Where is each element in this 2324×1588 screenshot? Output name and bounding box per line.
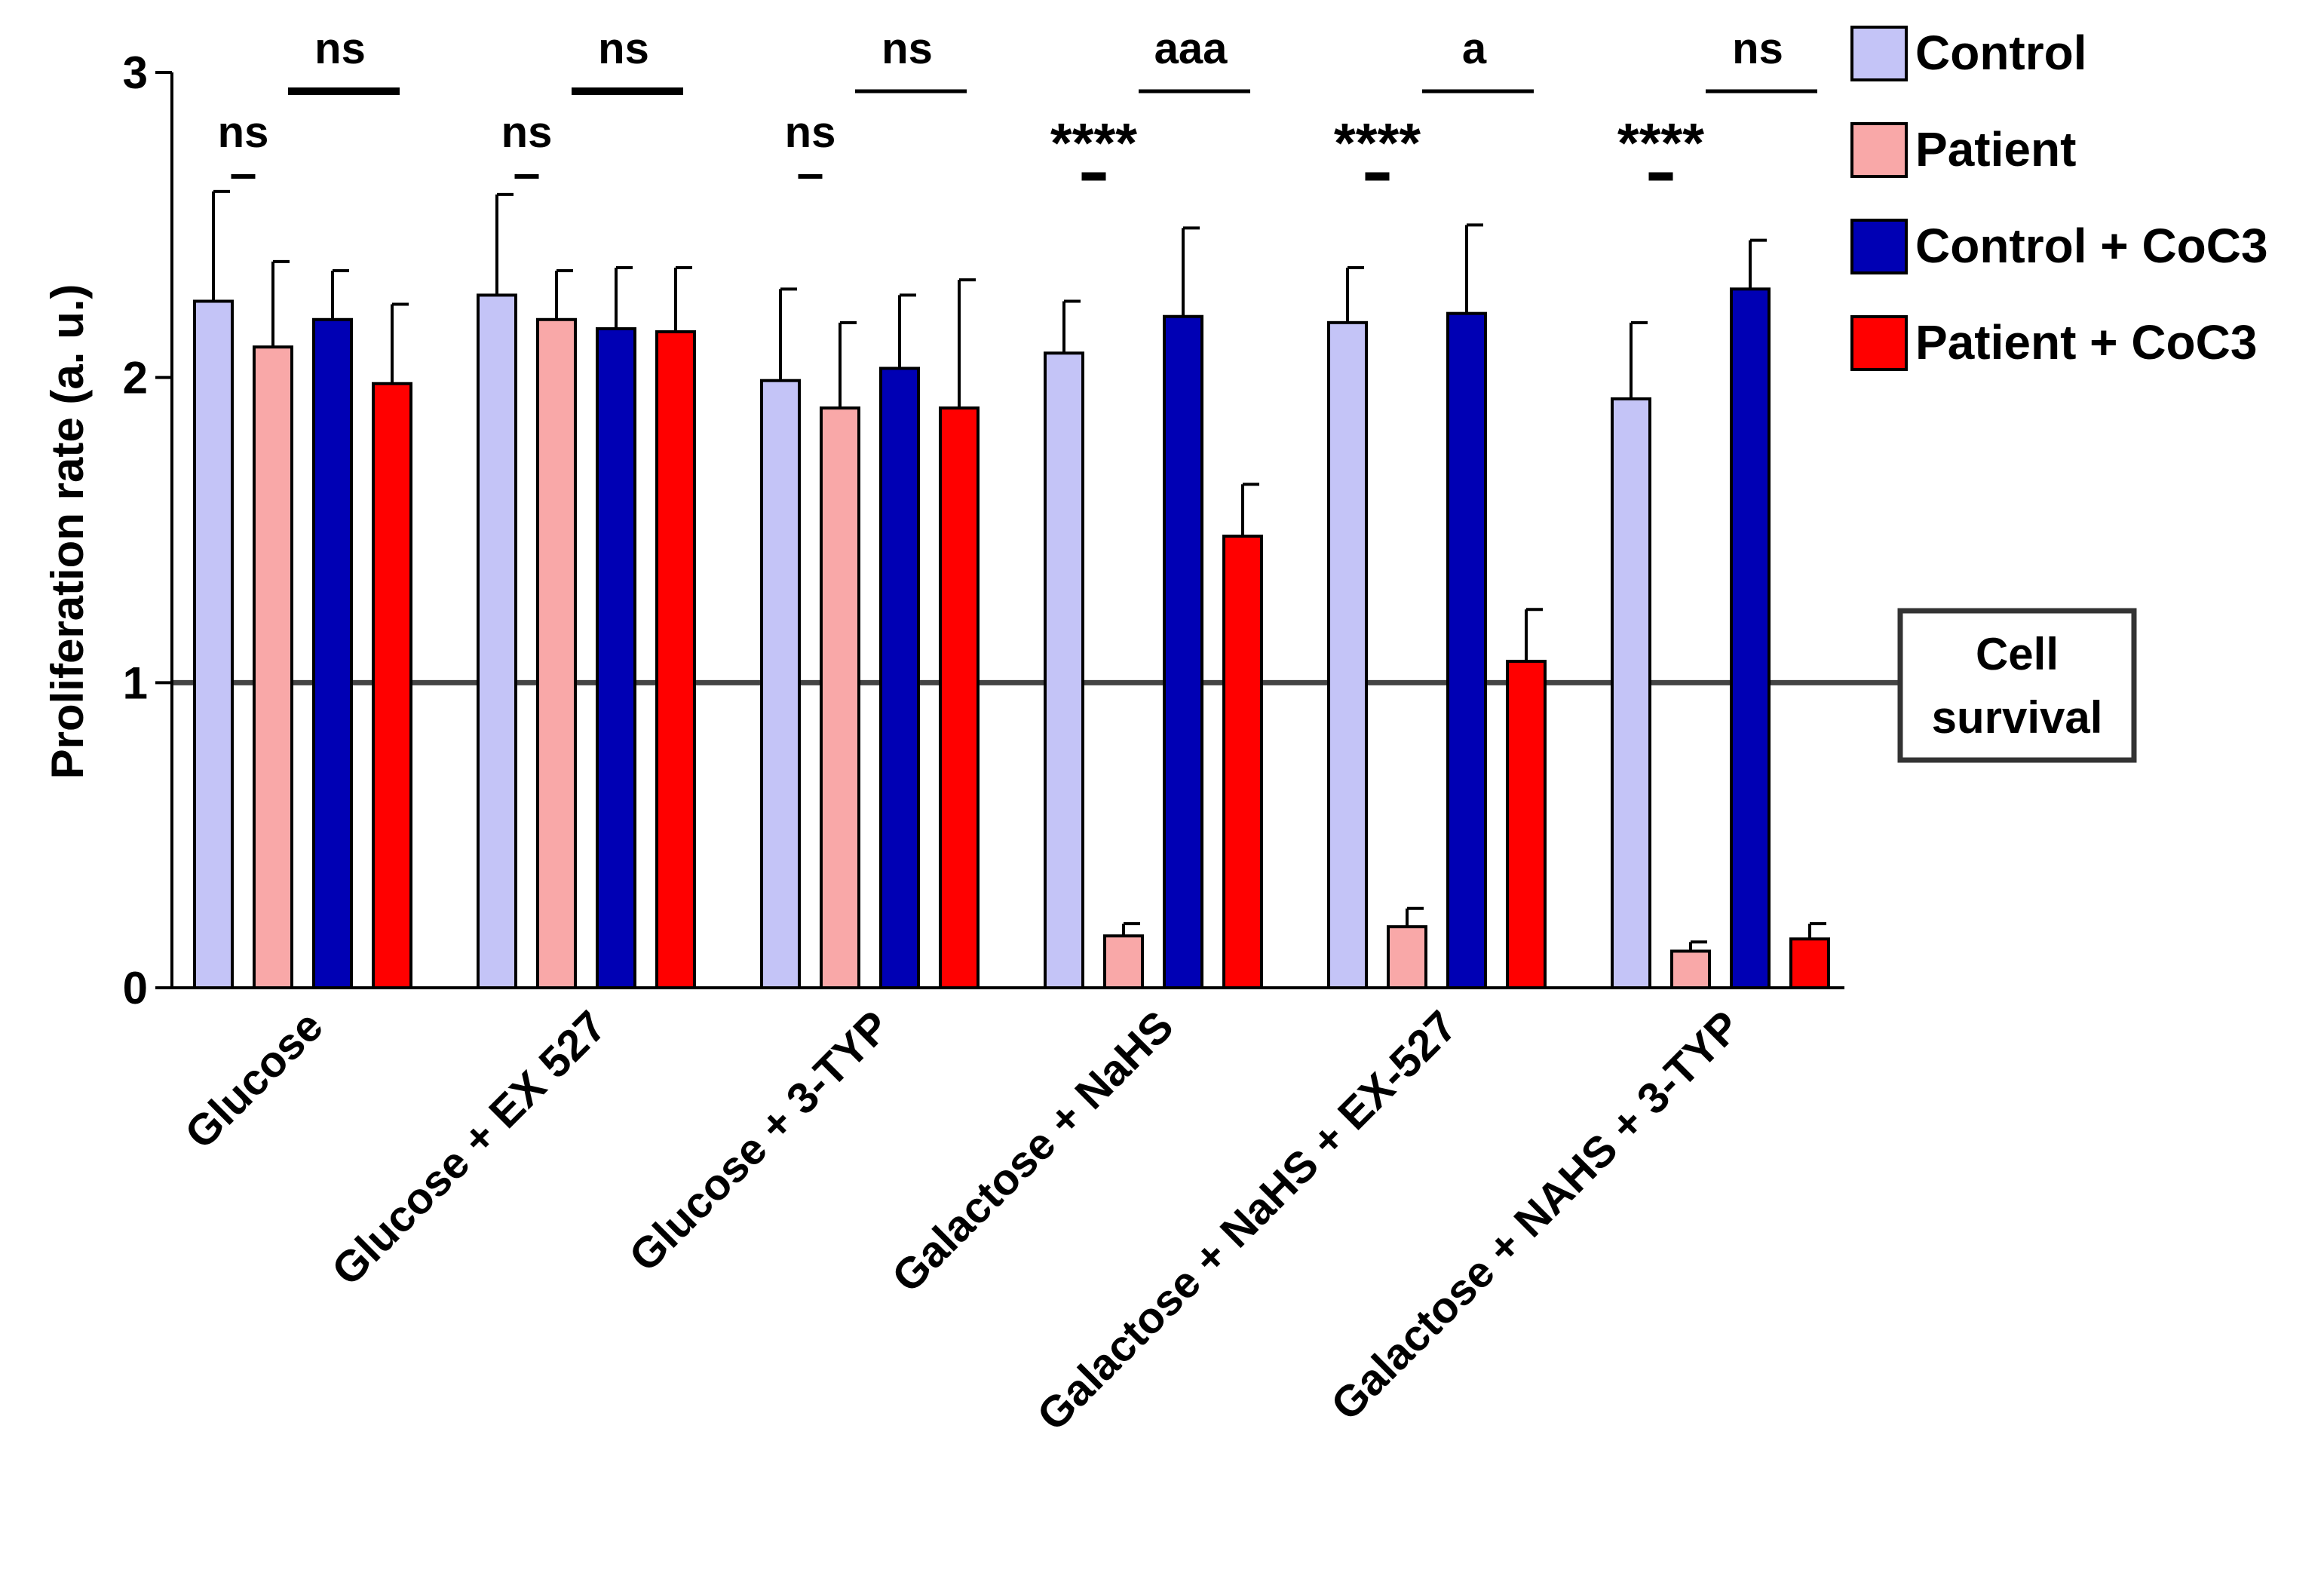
significance-label-right: ns (314, 24, 366, 73)
bar-patient (253, 345, 293, 989)
bar-control (1611, 397, 1651, 989)
bar-patient (1670, 949, 1711, 989)
bar-control (477, 293, 517, 989)
x-tick-label: Galactose + NaHS (883, 1001, 1183, 1301)
y-tick-label: 2 (123, 353, 148, 403)
bar-patient (820, 406, 860, 989)
significance-label-right: aaa (1154, 24, 1228, 73)
legend-swatch-control-coc3 (1850, 219, 1908, 274)
x-tick-label: Glucose + 3-TYP (620, 1001, 900, 1281)
bar-patient-coc3 (1506, 660, 1547, 989)
bar-patient (536, 317, 577, 989)
x-tick-label: Glucose + EX 527 (323, 1001, 616, 1295)
legend-label-control-coc3: Control + CoC3 (1915, 219, 2268, 273)
significance-label-right: ns (881, 24, 933, 73)
bar-patient-coc3 (372, 382, 412, 989)
cell-survival-label-line1: Cell (1976, 629, 2059, 679)
y-tick-label: 0 (123, 963, 148, 1013)
legend-swatch-control (1850, 26, 1908, 81)
x-tick-label: Glucose (176, 1001, 333, 1158)
bar-control (1327, 320, 1368, 989)
significance-label-left: ns (785, 108, 836, 157)
significance-label-left: **** (1334, 112, 1421, 174)
y-axis-label: Proliferation rate (a. u.) (42, 284, 93, 780)
legend-swatch-patient-coc3 (1850, 315, 1908, 371)
bar-control (760, 379, 801, 990)
y-ticks-layer: 0 1 2 3 (123, 48, 172, 1013)
significance-label-left: **** (1050, 112, 1137, 174)
cell-survival-box (1897, 608, 2137, 763)
bar-control-coc3 (312, 317, 353, 989)
significance-label-right: a (1462, 24, 1487, 73)
cell-survival-label-line2: survival (1932, 692, 2103, 743)
bar-control (1044, 351, 1084, 989)
legend: Control Patient Control + CoC3 Patient + Co… (1850, 26, 2268, 371)
cell-survival-annotation: Cell survival (1897, 608, 2137, 763)
significance-label-right: ns (598, 24, 649, 73)
bar-patient (1103, 934, 1144, 989)
significance-label-left: **** (1617, 112, 1704, 174)
bar-patient-coc3 (1789, 937, 1830, 989)
legend-label-patient-coc3: Patient + CoC3 (1915, 315, 2257, 369)
significance-label-left: ns (218, 108, 269, 157)
bar-control-coc3 (1730, 287, 1771, 989)
bars-layer (193, 189, 1830, 990)
axes-layer: Proliferation rate (a. u.) (42, 72, 1844, 989)
legend-label-control: Control (1915, 26, 2087, 80)
legend-label-patient: Patient (1915, 122, 2076, 176)
bar-control-coc3 (596, 326, 636, 990)
y-tick-label: 1 (123, 658, 148, 708)
significance-label-left: ns (501, 108, 553, 157)
bar-control-coc3 (1163, 314, 1203, 989)
y-tick-label: 3 (123, 48, 148, 98)
bar-control-coc3 (1446, 311, 1487, 990)
bar-control (193, 299, 234, 989)
bar-patient-coc3 (939, 406, 980, 989)
bar-patient (1387, 925, 1427, 989)
bar-control-coc3 (879, 366, 920, 989)
legend-swatch-patient (1850, 122, 1908, 178)
bar-patient-coc3 (655, 330, 696, 989)
significance-label-right: ns (1732, 24, 1783, 73)
bar-patient-coc3 (1222, 535, 1263, 989)
